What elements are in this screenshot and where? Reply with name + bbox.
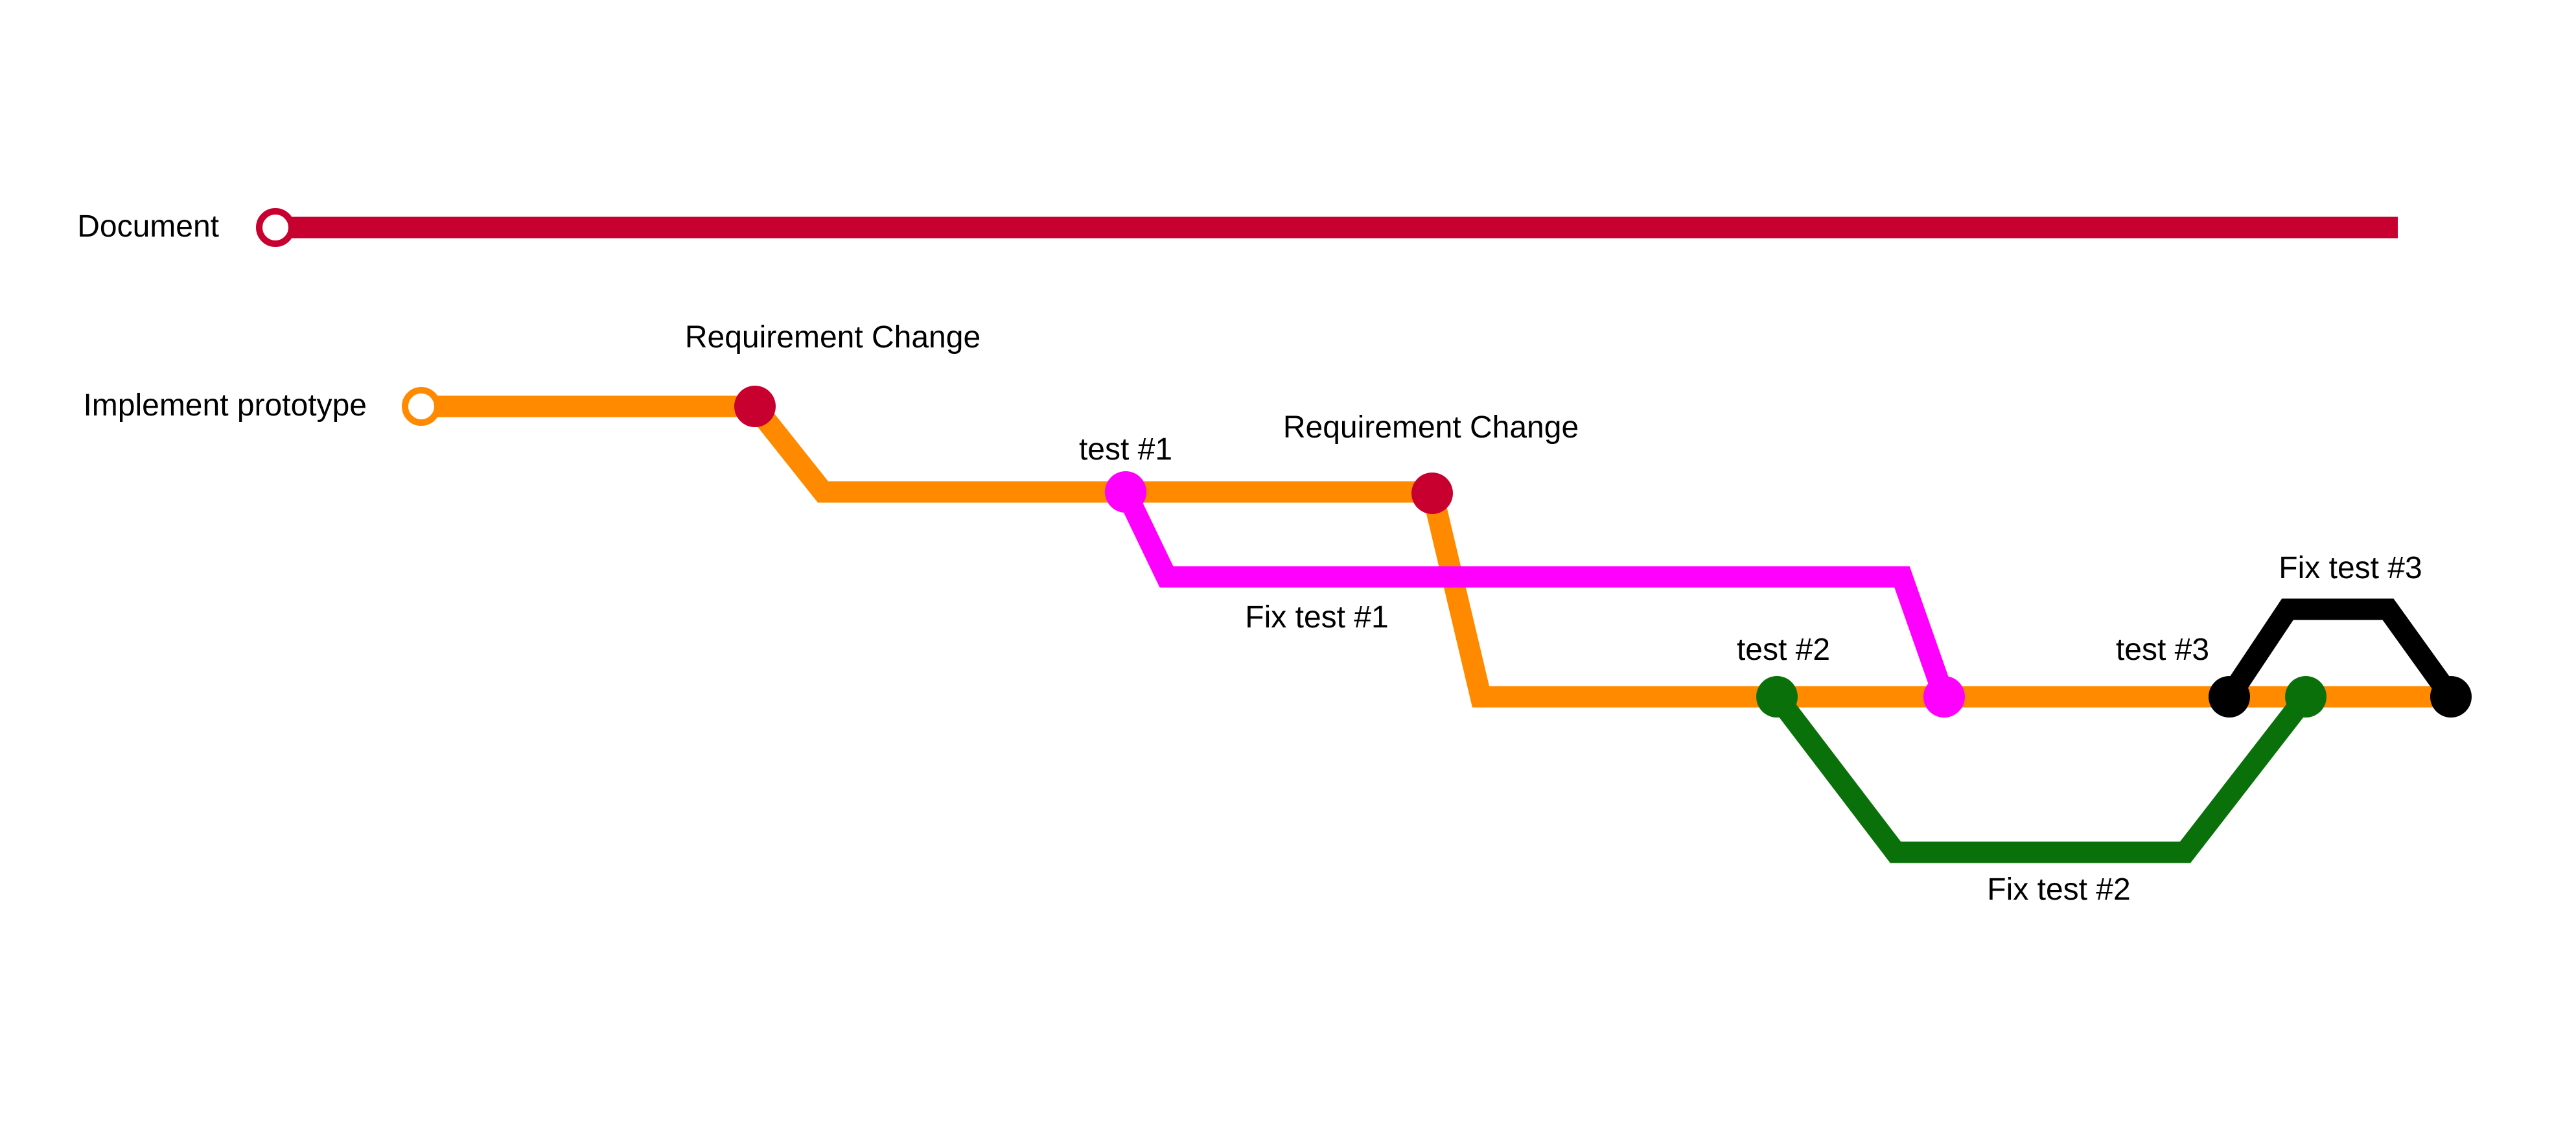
test-3-node xyxy=(2209,676,2250,718)
requirement-change-2-node xyxy=(1411,473,1453,514)
fix-test-1-label: Fix test #1 xyxy=(1245,600,1388,635)
test-1-label: test #1 xyxy=(1079,432,1172,467)
prototype-start-node xyxy=(402,387,441,426)
fix-test-3-merge-node xyxy=(2430,676,2472,718)
requirement-change-2-label: Requirement Change xyxy=(1283,410,1579,445)
fix-test-1-branch xyxy=(1116,487,1955,701)
prototype-label: Implement prototype xyxy=(83,388,367,423)
test-2-node xyxy=(1756,676,1798,718)
fix-test-3-label: Fix test #3 xyxy=(2279,551,2422,585)
fix-test-1-merge-node xyxy=(1923,676,1965,718)
test-1-node xyxy=(1105,471,1146,513)
document-label: Document xyxy=(77,209,219,244)
test-2-label: test #2 xyxy=(1737,633,1830,667)
requirement-change-1-node xyxy=(734,386,776,427)
requirement-change-1-label: Requirement Change xyxy=(685,320,981,355)
document-start-node xyxy=(256,208,295,247)
fix-test-3-branch xyxy=(2220,598,2460,703)
test-3-label: test #3 xyxy=(2116,633,2209,667)
fix-test-2-branch xyxy=(1768,690,2315,863)
fix-test-2-merge-node xyxy=(2285,676,2327,718)
fix-test-2-label: Fix test #2 xyxy=(1987,872,2130,907)
